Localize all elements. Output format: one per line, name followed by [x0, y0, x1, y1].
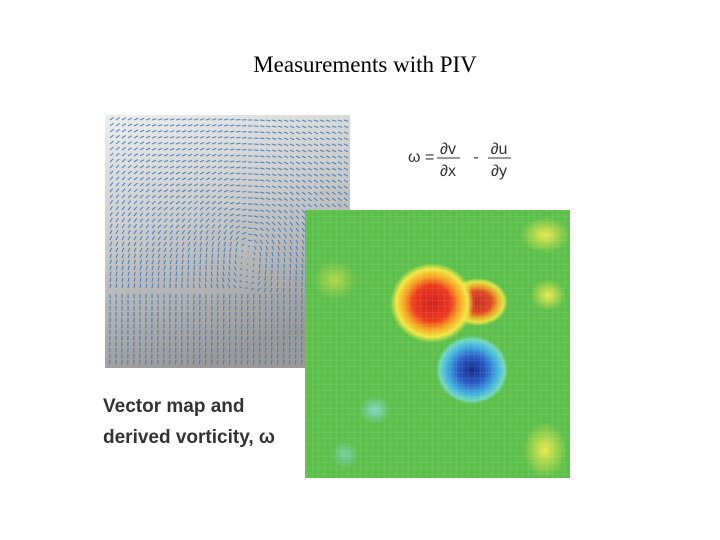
formula-lhs: ω =: [408, 149, 434, 166]
vorticity-map: [305, 210, 570, 478]
slide-title: Measurements with PIV: [253, 52, 477, 77]
formula-denominator: ∂y: [491, 163, 507, 180]
caption: Vector map and derived vorticity, ω: [103, 396, 275, 448]
formula-operator: -: [473, 149, 478, 166]
vorticity-grid: [305, 210, 570, 478]
caption-line: Vector map and: [103, 396, 245, 417]
formula-numerator: ∂u: [491, 141, 508, 158]
caption-line: derived vorticity, ω: [103, 427, 275, 448]
formula: ω = ∂v ∂x - ∂u ∂y: [408, 141, 511, 180]
formula-numerator: ∂v: [440, 141, 456, 158]
formula-denominator: ∂x: [440, 163, 456, 180]
